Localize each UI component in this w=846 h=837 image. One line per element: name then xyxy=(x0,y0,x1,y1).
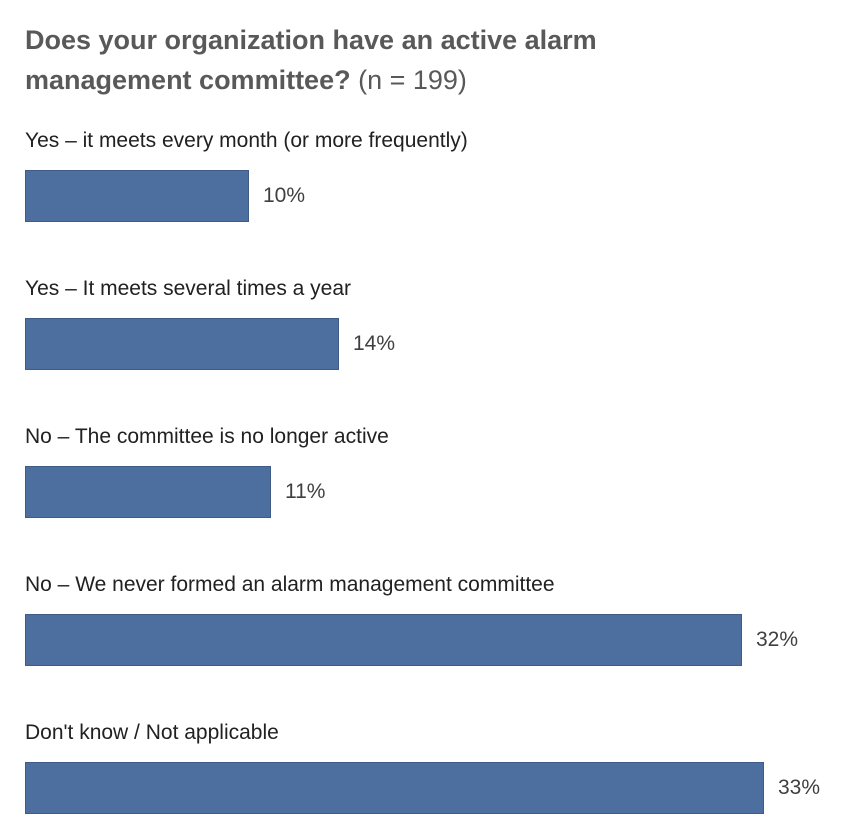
bar-track: 10% xyxy=(25,170,821,222)
category-label: Yes – it meets every month (or more freq… xyxy=(25,129,468,152)
bar-row: Don't know / Not applicable 33% xyxy=(25,720,821,814)
value-label: 33% xyxy=(778,776,821,799)
bar xyxy=(25,762,764,814)
sample-size-label: (n = 199) xyxy=(358,65,467,95)
value-label: 14% xyxy=(353,332,396,355)
bar xyxy=(25,466,271,518)
bar-row: No – The committee is no longer active 1… xyxy=(25,424,821,518)
bar-row: No – We never formed an alarm management… xyxy=(25,572,821,666)
chart-title: Does your organization have an active al… xyxy=(25,20,705,100)
bar-track: 11% xyxy=(25,466,821,518)
category-label: Yes – It meets several times a year xyxy=(25,277,352,300)
value-label: 10% xyxy=(263,184,306,207)
value-label: 32% xyxy=(756,628,799,651)
value-label: 11% xyxy=(285,480,326,503)
bar-chart: Yes – it meets every month (or more freq… xyxy=(25,128,821,814)
bar xyxy=(25,614,742,666)
category-label: No – We never formed an alarm management… xyxy=(25,573,555,596)
bar-row: Yes – it meets every month (or more freq… xyxy=(25,128,821,222)
bar-row: Yes – It meets several times a year 14% xyxy=(25,276,821,370)
bar-track: 33% xyxy=(25,762,821,814)
bar-track: 32% xyxy=(25,614,821,666)
category-label: No – The committee is no longer active xyxy=(25,425,389,448)
category-label: Don't know / Not applicable xyxy=(25,721,279,744)
chart-title-text: Does your organization have an active al… xyxy=(25,25,597,95)
bar xyxy=(25,318,339,370)
bar xyxy=(25,170,249,222)
bar-track: 14% xyxy=(25,318,821,370)
